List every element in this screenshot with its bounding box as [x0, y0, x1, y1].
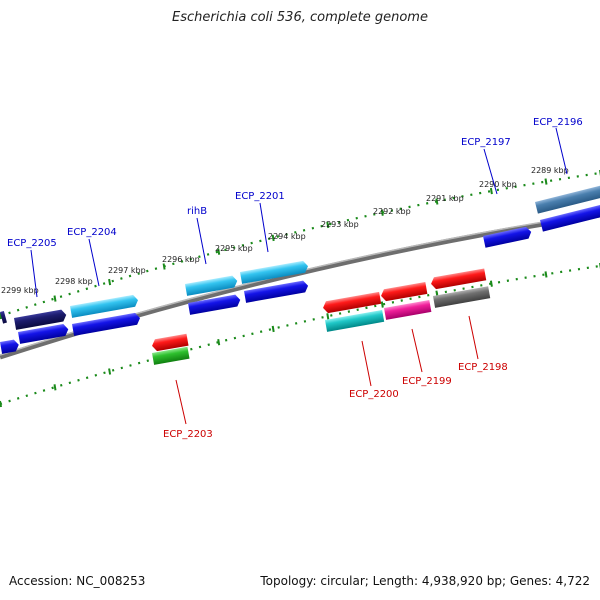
gene-feature[interactable] — [0, 339, 20, 354]
gene-feature[interactable] — [384, 300, 432, 320]
gene-label-reverse[interactable]: ECP_2199 — [402, 376, 452, 387]
coord-label: 2289 kbp — [531, 166, 569, 175]
coord-label: 2293 kbp — [321, 220, 359, 229]
coord-label: 2292 kbp — [373, 207, 411, 216]
ruler-tick — [217, 339, 221, 346]
ruler-tick — [53, 295, 57, 302]
coord-label: 2291 kbp — [426, 194, 464, 203]
gene-feature[interactable] — [185, 275, 238, 296]
gene-label-reverse[interactable]: ECP_2203 — [163, 429, 213, 440]
ruler-tick — [544, 178, 548, 185]
ruler-tick — [162, 263, 166, 270]
gene-label-forward[interactable]: ECP_2197 — [461, 137, 511, 148]
gene-label-reverse[interactable]: ECP_2198 — [458, 362, 508, 373]
gene-labels: ECP_2205 ECP_2204 rihB ECP_2201 ECP_2197… — [7, 117, 583, 440]
coord-label: 2295 kbp — [215, 244, 253, 253]
ruler-tick — [0, 312, 2, 320]
gene-feature[interactable] — [152, 346, 190, 365]
gene-feature[interactable] — [70, 294, 139, 318]
coord-label: 2299 kbp — [1, 286, 39, 295]
gene-feature[interactable] — [18, 323, 69, 344]
coord-label: 2290 kbp — [479, 180, 517, 189]
ruler-tick — [108, 368, 112, 375]
ruler-tick — [0, 400, 2, 408]
reverse-coordinate-ruler — [0, 264, 600, 406]
gene-feature[interactable] — [151, 333, 189, 352]
ruler-tick — [53, 384, 57, 391]
reverse-features — [151, 268, 491, 365]
gene-label-forward[interactable]: ECP_2204 — [67, 227, 117, 238]
gene-feature[interactable] — [322, 291, 382, 314]
gene-feature[interactable] — [0, 310, 7, 324]
forward-major-ticks — [0, 170, 600, 320]
gene-label-forward[interactable]: ECP_2196 — [533, 117, 583, 128]
topology-text: Topology: circular; Length: 4,938,920 bp… — [260, 574, 590, 588]
coord-label: 2294 kbp — [268, 232, 306, 241]
gene-label-forward[interactable]: rihB — [187, 206, 207, 217]
coordinate-labels: 2299 kbp 2298 kbp 2297 kbp 2296 kbp 2295… — [1, 166, 569, 295]
reverse-major-ticks — [0, 263, 600, 408]
gene-label-reverse[interactable]: ECP_2200 — [349, 389, 399, 400]
ruler-tick — [380, 301, 384, 308]
ruler-tick — [435, 198, 439, 205]
coord-label: 2296 kbp — [162, 255, 200, 264]
accession-text: Accession: NC_008253 — [9, 574, 146, 588]
gene-feature[interactable] — [325, 309, 385, 332]
gene-feature[interactable] — [430, 268, 487, 290]
ruler-tick — [544, 271, 548, 278]
ruler-tick — [217, 248, 221, 255]
gene-feature[interactable] — [244, 280, 309, 303]
map-title: Escherichia coli 536, complete genome — [172, 10, 428, 25]
ruler-tick — [271, 325, 275, 333]
gene-feature[interactable] — [14, 309, 67, 330]
ruler-tick — [326, 313, 330, 320]
gene-feature[interactable] — [540, 204, 600, 232]
ruler-tick — [326, 221, 330, 229]
coord-label: 2298 kbp — [55, 277, 93, 286]
forward-coordinate-ruler — [0, 171, 600, 318]
ruler-tick — [108, 278, 112, 286]
ruler-tick — [489, 187, 493, 195]
gene-feature[interactable] — [433, 286, 491, 308]
ruler-tick — [271, 234, 275, 242]
gene-feature[interactable] — [72, 312, 141, 336]
ruler-tick — [489, 280, 493, 287]
gene-feature[interactable] — [188, 294, 241, 315]
gene-label-forward[interactable]: ECP_2205 — [7, 238, 57, 249]
gene-feature[interactable] — [240, 260, 309, 284]
ruler-tick — [380, 209, 384, 216]
forward-features — [0, 185, 600, 354]
gene-feature[interactable] — [380, 282, 428, 302]
gene-feature[interactable] — [535, 185, 600, 214]
gene-feature[interactable] — [483, 226, 532, 248]
gene-label-forward[interactable]: ECP_2201 — [235, 191, 285, 202]
coord-label: 2297 kbp — [108, 266, 146, 275]
label-leaders — [30, 127, 568, 425]
